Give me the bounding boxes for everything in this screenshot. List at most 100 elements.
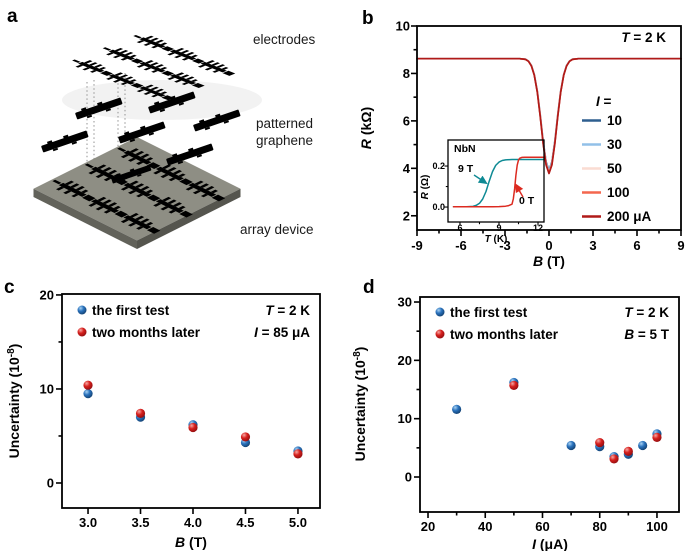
legend-label-two-months: two months later [450,327,559,342]
main-plot-area: -9 -6 -3 0 3 6 9 10 8 6 4 2 [396,19,685,253]
legend-label-100: 100 [607,185,630,200]
inset-y-axis-label: R (Ω) [420,175,431,200]
electrode-shadow [62,80,262,120]
x-tick-label: 9 [496,223,501,233]
data-point-two months later [595,437,605,448]
x-tick-label: 80 [592,519,606,534]
x-axis-label: B (T) [533,253,565,269]
y-tick-label: 10 [398,411,412,426]
panel-b-letter: b [362,8,374,29]
data-point-two months later [293,449,303,459]
x-tick-label: 60 [535,519,549,534]
panel-a-letter: a [7,6,18,27]
condition-current: I = 85 μA [254,325,310,340]
legend-title: I = [596,94,612,109]
inset-label-9t: 9 T [458,163,474,175]
x-tick-label: 12 [533,223,543,233]
condition-field: B = 5 T [624,327,669,342]
condition-temperature: T = 2 K [265,303,310,318]
curve-200 μA [416,57,682,175]
data-point-the first test [83,389,93,399]
y-tick-label: 0 [47,476,54,491]
x-tick-label: 3.5 [131,515,149,530]
data-point-two months later [609,454,619,464]
x-tick-label: 4.5 [236,515,254,530]
legend-label-10: 10 [607,113,622,128]
x-tick-label: 40 [478,519,492,534]
plot-frame [419,296,680,513]
inset-plot-area: 6 9 12 0.2 0.0 [432,156,544,233]
plot-frame [416,25,682,231]
panel-a-device-schematic: electrodes patterned graphene array devi… [0,0,344,270]
y-tick-label: 20 [398,353,412,368]
legend-label-200: 200 μA [607,209,652,224]
panel-b-magnetoresistance-chart: -9 -6 -3 0 3 6 9 10 8 6 4 2 T = 2 K R (kΩ) B (T) I … [344,0,688,270]
x-tick-label: 6 [633,238,640,253]
device-schematic-drawing: electrodes patterned graphene array devi… [33,32,316,252]
array-device-chip [33,137,241,252]
x-axis-label: B (T) [175,534,207,550]
x-tick-label: 3.0 [79,515,97,530]
x-tick-label: 4.0 [184,515,202,530]
label-array-device: array device [240,222,314,237]
y-axis-label: Uncertainty (10-8) [352,347,368,462]
inset-arrow-0t [514,183,524,198]
legend-marker-first-test [77,305,87,315]
legend-label-30: 30 [607,137,622,152]
y-tick-label: 0 [405,470,412,485]
x-tick-label: 20 [421,519,435,534]
label-electrodes: electrodes [253,32,316,47]
panel-d-letter: d [363,277,375,298]
legend-marker-two-months [435,329,445,339]
y-axis-label: Uncertainty (10-8) [6,344,22,459]
x-tick-label: 9 [677,238,684,253]
data-point-two months later [509,380,519,391]
x-tick-label: 5.0 [289,515,307,530]
current-legend: I = 10 30 50 100 200 μA [582,94,652,224]
data-point-the first test [638,440,648,451]
data-point-two months later [188,422,198,433]
curve-50 [416,57,682,173]
plot-frame [61,293,321,509]
curve-0 T [452,156,544,208]
y-tick-label: 0.2 [432,161,445,171]
uncertainty-vs-field-plot: 3.0 3.5 4.0 4.5 5.0 20 10 0 the first test two … [6,287,321,550]
label-graphene: graphene [256,133,313,148]
plot-area: 3.0 3.5 4.0 4.5 5.0 20 10 0 [40,287,307,530]
scale-bar [142,246,157,252]
data-point-two months later [135,408,146,419]
data-point-two months later [240,432,251,442]
inset-arrow-9t [473,174,488,185]
legend-label-first-test: the first test [92,303,170,318]
label-patterned: patterned [256,116,313,131]
curve-100 [416,57,682,174]
legend-label-first-test: the first test [450,305,528,320]
y-tick-label: 0.0 [432,202,445,212]
y-tick-label: 2 [403,208,410,223]
x-tick-label: 100 [646,519,668,534]
condition-temperature: T = 2 K [621,30,666,45]
data-point-two months later [623,446,633,456]
legend-label-two-months: two months later [92,325,201,340]
x-axis-label: I (μA) [532,536,568,551]
y-tick-label: 10 [40,382,54,397]
x-tick-label: -9 [411,238,423,253]
condition-temperature: T = 2 K [624,305,669,320]
inset-x-axis-label: T (K) [485,234,508,245]
data-point-the first test [452,404,462,414]
inset-title-nbn: NbN [454,143,476,155]
data-point-two months later [652,432,662,442]
x-tick-label: 3 [589,238,596,253]
y-axis-label: R (kΩ) [358,107,374,149]
y-tick-label: 6 [403,113,410,128]
y-tick-label: 30 [398,295,412,310]
panel-d-uncertainty-vs-current-chart: 20 40 60 80 100 30 20 10 0 the first test two mo… [344,270,688,551]
panel-c-uncertainty-vs-field-chart: 3.0 3.5 4.0 4.5 5.0 20 10 0 the first test two … [0,270,344,551]
x-tick-label: 0 [545,238,552,253]
inset-label-0t: 0 T [519,195,535,207]
x-tick-label: -3 [499,238,511,253]
resistance-vs-field-plot: -9 -6 -3 0 3 6 9 10 8 6 4 2 T = 2 K R (kΩ) B (T) I … [358,19,685,269]
